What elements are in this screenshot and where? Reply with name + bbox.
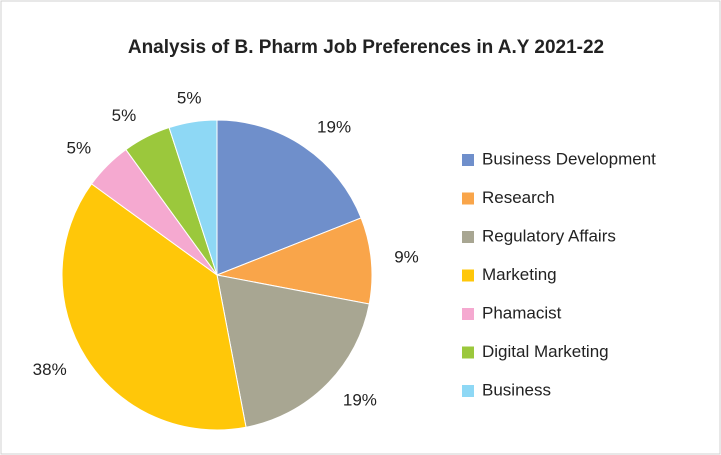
legend-label: Research <box>482 188 555 207</box>
data-label: 19% <box>317 117 351 136</box>
legend-label: Digital Marketing <box>482 342 609 361</box>
legend-swatch <box>462 269 474 282</box>
data-label: 5% <box>112 106 137 125</box>
legend-label: Phamacist <box>482 303 562 322</box>
chart-title: Analysis of B. Pharm Job Preferences in … <box>128 37 604 58</box>
legend-label: Business <box>482 380 551 399</box>
legend-swatch <box>462 385 474 397</box>
pie-slice <box>168 119 218 276</box>
legend-swatch <box>462 192 474 205</box>
legend-label: Business Development <box>482 149 656 168</box>
legend-swatch <box>462 154 474 166</box>
data-label: 38% <box>33 360 67 379</box>
legend-swatch <box>462 231 474 243</box>
data-label: 9% <box>394 248 419 267</box>
data-label: 5% <box>177 89 202 108</box>
legend-label: Regulatory Affairs <box>482 226 616 245</box>
legend-label: Marketing <box>482 265 557 284</box>
legend-swatch <box>462 308 474 320</box>
pie-slice <box>61 183 247 431</box>
pie-slice <box>215 217 373 305</box>
pie-slice <box>216 119 362 276</box>
data-label: 19% <box>343 390 377 409</box>
data-label: 5% <box>67 139 92 158</box>
pie-slice <box>216 274 370 428</box>
legend-swatch <box>462 346 474 359</box>
